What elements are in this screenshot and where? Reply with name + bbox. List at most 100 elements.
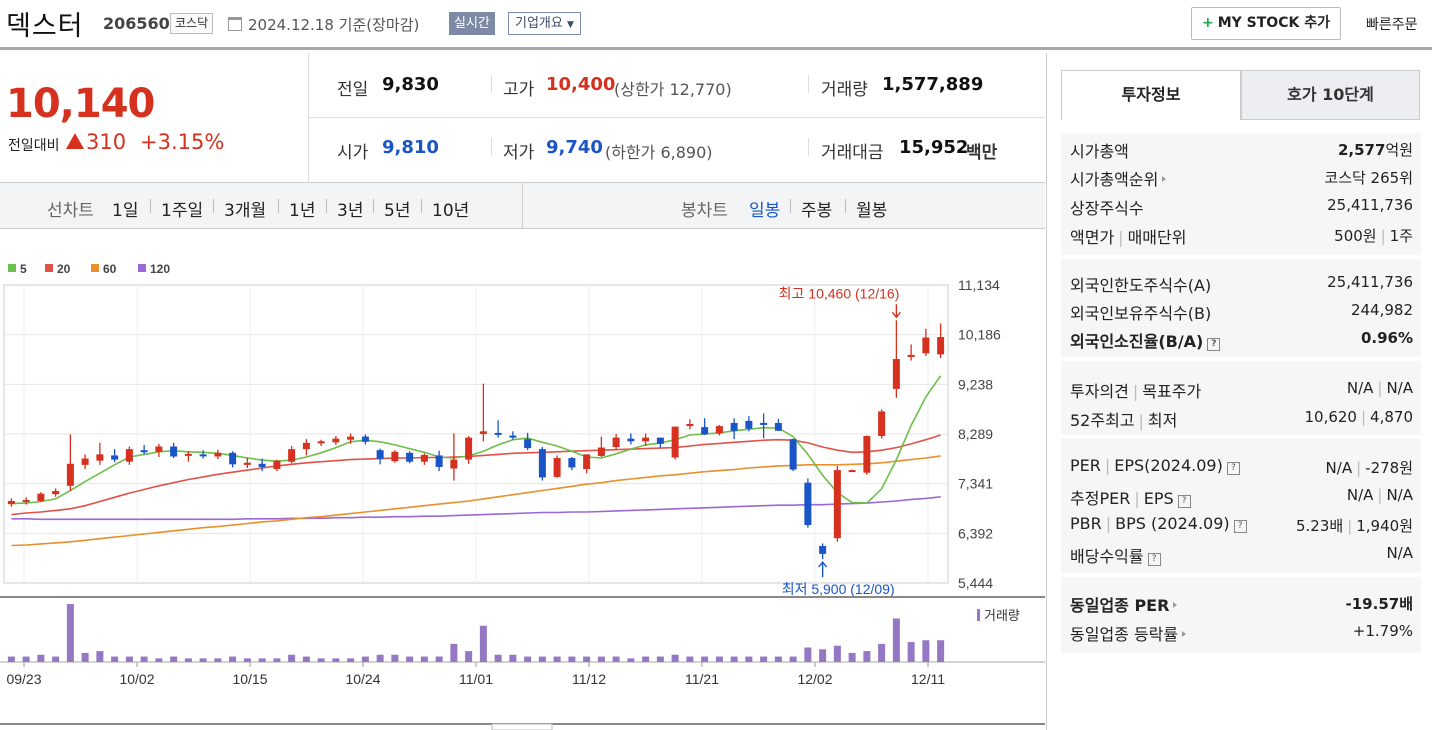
candle-body	[37, 493, 45, 501]
mystock-add-button[interactable]: + MY STOCK 추가	[1191, 7, 1341, 40]
candle-body	[627, 438, 635, 442]
tab-1w[interactable]: 1주일	[161, 201, 204, 221]
face-value: 500원	[1334, 227, 1377, 245]
chevron-right-icon	[1182, 631, 1187, 637]
candle-body	[878, 411, 886, 437]
volume-bar	[229, 656, 237, 662]
tab-3y[interactable]: 3년	[337, 201, 364, 221]
tab-separator	[326, 199, 327, 213]
legend-swatch	[8, 264, 16, 272]
candle-body	[479, 431, 487, 434]
tab-order-book[interactable]: 호가 10단계	[1241, 70, 1420, 120]
volume-bar	[833, 645, 841, 662]
candle-body	[332, 438, 340, 443]
ma5-line	[11, 375, 942, 505]
foreign-ratio-text: 외국인소진율(B/A)	[1070, 332, 1204, 351]
help-icon[interactable]: ?	[1177, 495, 1191, 508]
divider	[522, 183, 523, 229]
candle-body	[155, 446, 163, 452]
opinion-target: N/A | N/A	[1346, 379, 1413, 397]
candle-body	[848, 470, 856, 473]
candle-body	[52, 491, 60, 495]
mystock-label: MY STOCK 추가	[1217, 15, 1330, 31]
volume-bar	[214, 658, 222, 662]
candle-body	[302, 442, 310, 450]
tab-3m[interactable]: 3개월	[224, 201, 267, 221]
tab-daily[interactable]: 일봉	[749, 201, 781, 221]
volume-bar	[66, 604, 74, 662]
prev-close-label: 전일	[337, 80, 369, 100]
volume-bar	[258, 658, 266, 662]
trade-value-unit: 백만	[966, 143, 998, 163]
tab-separator	[373, 199, 374, 213]
tab-monthly[interactable]: 월봉	[856, 201, 888, 221]
market-cap-rank-text: 시가총액순위	[1070, 170, 1159, 189]
trade-unit: 1주	[1389, 227, 1413, 245]
volume-bar	[111, 656, 119, 662]
foreign-holding: 244,982	[1350, 301, 1413, 319]
candle-body	[922, 337, 930, 354]
help-icon[interactable]: ?	[1147, 553, 1161, 566]
w52-high-text: 52주최고	[1070, 411, 1135, 430]
info-row: 시가총액 2,577억원	[1061, 135, 1421, 163]
info-row[interactable]: 동일업종 등락률 +1.79%	[1061, 618, 1421, 646]
candle-body	[937, 337, 945, 355]
info-row[interactable]: 시가총액순위 코스닥 265위	[1061, 163, 1421, 191]
opinion-block: 투자의견 | 목표주가 N/A | N/A 52주최고 | 최저 10,620 | 4,870	[1061, 361, 1421, 435]
chevron-right-icon	[1173, 602, 1178, 608]
w52-low-text: 최저	[1147, 411, 1178, 430]
market-cap-label: 시가총액	[1070, 142, 1129, 161]
volume-bar	[361, 656, 369, 662]
tab-1d[interactable]: 1일	[112, 201, 139, 221]
volume-bar	[273, 658, 281, 662]
help-icon[interactable]: ?	[1233, 520, 1247, 533]
volume-bar	[642, 656, 650, 662]
volume-bar	[288, 654, 296, 662]
tab-invest-info[interactable]: 투자정보	[1061, 70, 1241, 120]
x-tick-label: 11/21	[685, 671, 719, 687]
candle-body	[642, 437, 650, 442]
w52-high: 10,620	[1304, 408, 1357, 426]
price-chart[interactable]: 11,134 10,186 9,238 8,289 7,341 6,392 5,444 09/…	[0, 230, 1045, 730]
divider	[491, 75, 492, 93]
realtime-button[interactable]: 실시간	[449, 12, 495, 35]
tab-1y[interactable]: 1년	[289, 201, 316, 221]
per-text: PER	[1070, 456, 1101, 475]
change-label: 전일대비	[8, 138, 60, 154]
x-tick-label: 11/01	[459, 671, 493, 687]
corp-overview-dropdown[interactable]: 기업개요 ▼	[508, 12, 581, 35]
tab-separator	[790, 199, 791, 213]
market-cap-number: 2,577	[1337, 141, 1386, 159]
x-tick-label: 10/24	[345, 671, 380, 687]
volume-bar	[347, 658, 355, 662]
sector-per-label: 동일업종 PER	[1070, 592, 1178, 616]
volume-bar	[656, 656, 664, 662]
sector-per-value: -19.57배	[1345, 595, 1413, 613]
w52-label: 52주최고 | 최저	[1070, 411, 1178, 430]
x-tick-label: 11/12	[572, 671, 606, 687]
quick-order-link[interactable]: 빠른주문	[1366, 17, 1418, 33]
help-icon[interactable]: ?	[1207, 338, 1221, 351]
volume-bar	[774, 656, 782, 662]
ma60-line	[11, 455, 941, 547]
plus-icon: +	[1202, 15, 1214, 31]
volume-bar	[376, 654, 384, 662]
candle-body	[229, 452, 237, 465]
candle-chart-label: 봉차트	[681, 201, 728, 221]
tab-10y[interactable]: 10년	[432, 201, 470, 221]
tab-weekly[interactable]: 주봉	[801, 201, 833, 221]
volume-bar	[553, 656, 561, 662]
volume-bar	[140, 656, 148, 662]
candle-body	[774, 422, 782, 431]
trade-value-label: 거래대금	[821, 143, 884, 163]
candle-body	[391, 451, 399, 462]
price-panel: 10,140 전일대비 310 +3.15% 전일 9,830 고가 10,40…	[0, 53, 1045, 183]
candle-body	[406, 452, 414, 462]
volume-bar	[81, 652, 89, 662]
info-row[interactable]: 동일업종 PER -19.57배	[1061, 589, 1421, 617]
legend-label: 60	[103, 262, 117, 276]
volume-bar	[494, 654, 502, 662]
volume-bar	[863, 651, 871, 662]
tab-5y[interactable]: 5년	[384, 201, 411, 221]
help-icon[interactable]: ?	[1226, 462, 1240, 475]
